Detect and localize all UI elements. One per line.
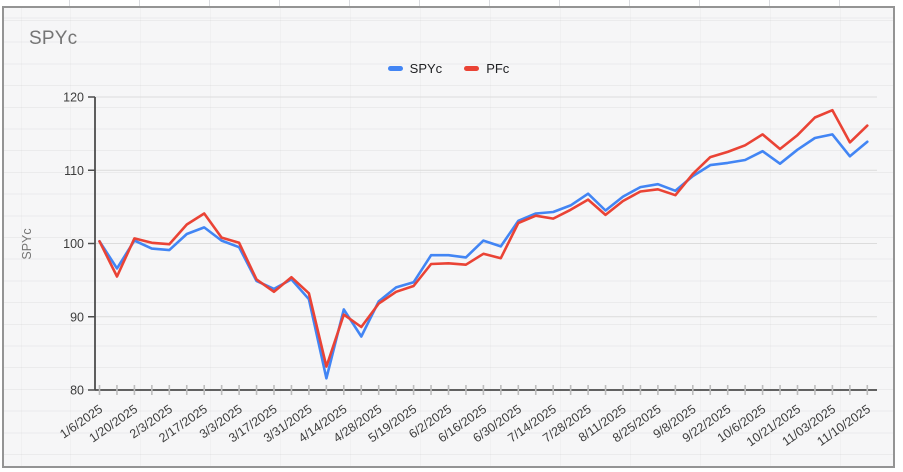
y-tick-label: 90 — [70, 310, 84, 324]
legend-label-pfc: PFc — [486, 60, 510, 76]
y-tick-label: 80 — [70, 384, 84, 398]
chart-widget[interactable]: SPYc SPYc PFc 80 90 100 110 120 1/6/2025 1/20/… — [2, 6, 895, 468]
legend-swatch-spyc — [387, 65, 403, 71]
legend-item-pfc: PFc — [464, 61, 509, 76]
legend-item-spyc: SPYc — [387, 60, 443, 76]
series-line-PFc — [98, 108, 869, 368]
y-axis-title: SPYc — [20, 228, 34, 259]
spreadsheet-grid-strip — [0, 0, 903, 6]
series-line-SPYc — [98, 133, 869, 380]
chart-title: SPYc — [29, 28, 78, 49]
plot-svg: 80901001101201/6/20251/20/20252/3/20252/… — [20, 91, 877, 449]
chart-legend: SPYc PFc — [4, 60, 893, 76]
legend-swatch-pfc — [464, 65, 480, 71]
y-tick-label: 110 — [64, 164, 84, 178]
legend-label-spyc: SPYc — [409, 60, 443, 76]
y-tick-label: 100 — [63, 237, 84, 251]
y-tick-label: 120 — [63, 91, 84, 105]
